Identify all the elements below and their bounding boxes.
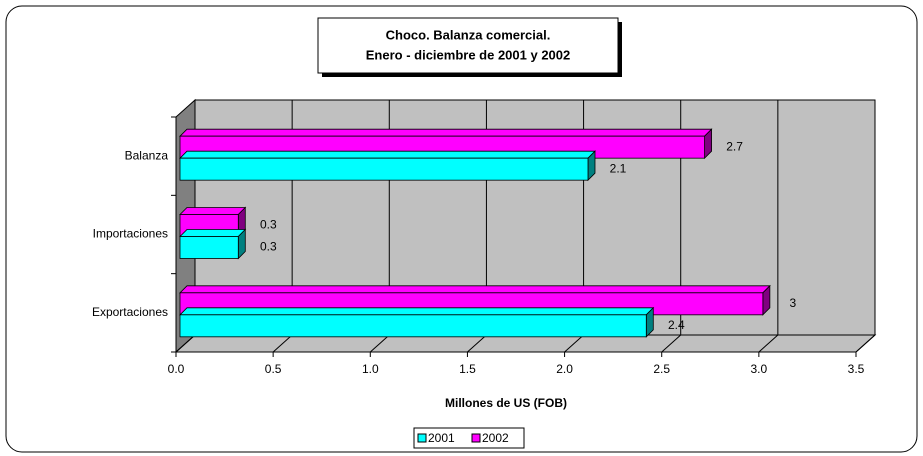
grid-line — [272, 334, 293, 353]
x-axis-title: Millones de US (FOB) — [445, 396, 567, 410]
x-tick-label: 1.0 — [362, 362, 379, 376]
x-tick-label: 3.5 — [848, 362, 865, 376]
x-tick-label: 2.5 — [653, 362, 670, 376]
grid-line — [758, 334, 779, 353]
bar — [179, 314, 647, 338]
y-tick-label: Importaciones — [93, 227, 168, 241]
title-box — [317, 17, 619, 74]
legend-swatch — [417, 433, 427, 443]
bar-top — [179, 150, 596, 159]
grid-line — [467, 334, 487, 353]
legend-label: 2002 — [482, 431, 509, 445]
y-tick-label: Exportaciones — [92, 305, 168, 319]
legend-label: 2001 — [428, 431, 455, 445]
x-tick-label: 1.5 — [459, 362, 476, 376]
floor — [174, 334, 877, 353]
data-label: 2.1 — [610, 161, 627, 175]
bar-top — [179, 307, 655, 316]
chart-subtitle: Enero - diciembre de 2001 y 2002 — [366, 47, 571, 62]
grid-line — [661, 334, 682, 353]
grid-line — [175, 334, 196, 353]
legend — [413, 427, 525, 449]
legend-swatch — [471, 433, 481, 443]
x-tick-label: 0.5 — [265, 362, 282, 376]
grid-line — [369, 334, 390, 353]
data-label: 0.3 — [260, 240, 277, 254]
data-label: 2.4 — [668, 318, 685, 332]
grid-line — [564, 334, 584, 353]
data-label: 0.3 — [260, 218, 277, 232]
grid-line — [855, 334, 876, 353]
bar — [179, 236, 239, 259]
x-tick-label: 3.0 — [751, 362, 768, 376]
y-tick-label: Balanza — [125, 148, 169, 162]
bar-top — [179, 229, 247, 237]
data-label: 3 — [790, 296, 797, 310]
bar — [179, 157, 589, 181]
bar-top — [179, 207, 247, 215]
x-tick-label: 0.0 — [168, 362, 185, 376]
bar-top — [179, 128, 713, 137]
x-tick-label: 2.0 — [556, 362, 573, 376]
bar-top — [179, 285, 771, 294]
data-label: 2.7 — [726, 139, 743, 153]
chart-title: Choco. Balanza comercial. — [386, 27, 551, 42]
